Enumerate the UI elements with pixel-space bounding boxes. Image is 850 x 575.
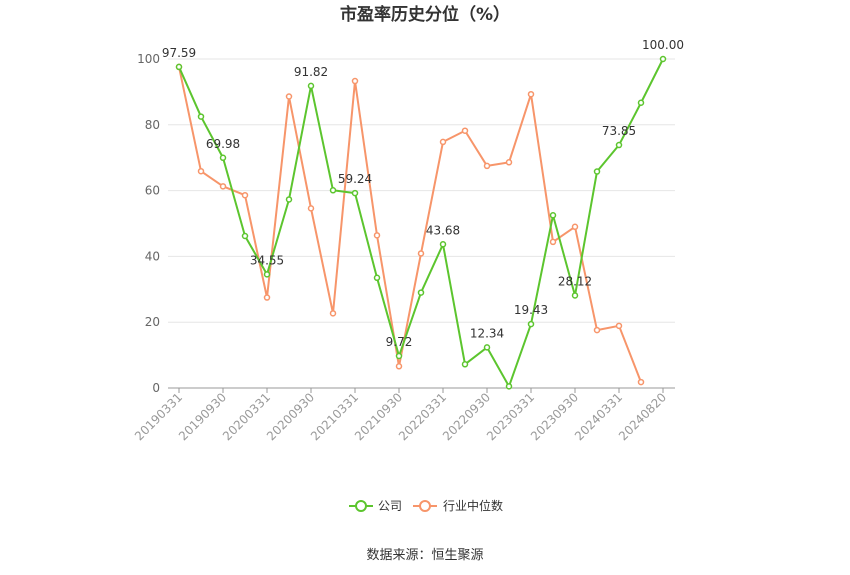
y-tick-label: 80 [145, 118, 160, 132]
series-line-1 [178, 66, 642, 383]
data-label: 69.98 [206, 137, 240, 151]
data-point [219, 183, 227, 190]
data-label: 19.43 [514, 303, 548, 317]
data-point [637, 378, 645, 386]
data-point [417, 250, 425, 257]
data-point [527, 90, 535, 98]
data-point [549, 212, 557, 219]
data-label: 43.68 [426, 223, 460, 237]
data-point [461, 361, 469, 368]
legend[interactable]: 公司 行业中位数 [349, 498, 503, 513]
data-point [241, 232, 249, 240]
data-point [549, 238, 557, 246]
y-tick-label: 40 [145, 249, 160, 263]
y-tick-label: 100 [137, 52, 160, 66]
data-point [263, 271, 271, 278]
y-tick-label: 0 [152, 381, 160, 395]
x-tick-label: 20240820 [616, 390, 669, 443]
data-point [329, 187, 337, 194]
legend-label: 公司 [378, 499, 402, 513]
data-point [197, 167, 205, 175]
data-point [395, 363, 403, 370]
data-point [373, 232, 381, 239]
data-point [527, 320, 535, 328]
data-point [439, 241, 447, 248]
data-point [439, 138, 447, 146]
grid-lines [168, 58, 675, 323]
data-point [571, 292, 579, 299]
data-point [483, 162, 491, 170]
data-point [593, 326, 601, 334]
data-point [219, 154, 227, 162]
data-point [307, 205, 315, 212]
data-label: 59.24 [338, 172, 372, 186]
data-point [329, 310, 337, 317]
data-label: 9.72 [386, 335, 413, 349]
data-point [285, 93, 293, 100]
data-point [593, 168, 601, 175]
chart-title: 市盈率历史分位（%） [340, 4, 510, 25]
data-label: 97.59 [162, 46, 196, 60]
legend-item-0[interactable]: 公司 [349, 499, 402, 513]
data-point [659, 55, 667, 63]
data-point [351, 189, 359, 197]
data-point [285, 196, 293, 203]
data-label: 34.55 [250, 253, 284, 267]
data-label: 91.82 [294, 65, 328, 79]
data-label: 12.34 [470, 326, 504, 340]
data-point [615, 141, 623, 149]
legend-item-1[interactable]: 行业中位数 [413, 498, 503, 513]
legend-marker [419, 500, 431, 512]
data-point [461, 127, 469, 134]
data-point [263, 294, 271, 301]
data-point [351, 77, 359, 85]
data-labels: 97.59 69.98 34.55 91.82 59.24 9.72 43.68 12.34 1… [162, 38, 684, 349]
data-point [505, 159, 513, 166]
legend-label: 行业中位数 [443, 498, 503, 513]
data-point [571, 223, 579, 231]
data-point [241, 191, 249, 199]
data-point [373, 274, 381, 282]
data-point [395, 352, 403, 360]
source-note: 数据来源：恒生聚源 [366, 548, 483, 563]
data-point [615, 322, 623, 330]
y-tick-label: 20 [145, 315, 160, 329]
axes: 0204060801002019033120190930202003312020… [132, 52, 675, 443]
data-point [637, 99, 645, 107]
data-label: 73.85 [602, 124, 636, 138]
y-tick-label: 60 [145, 184, 160, 198]
data-label: 28.12 [558, 274, 592, 288]
legend-marker [355, 500, 367, 512]
series-group [175, 55, 667, 390]
data-point [175, 63, 183, 71]
data-label: 100.00 [642, 38, 684, 52]
data-point [307, 82, 315, 90]
data-point [483, 344, 491, 351]
data-point [505, 383, 513, 390]
data-point [417, 289, 425, 296]
data-point [197, 113, 205, 120]
